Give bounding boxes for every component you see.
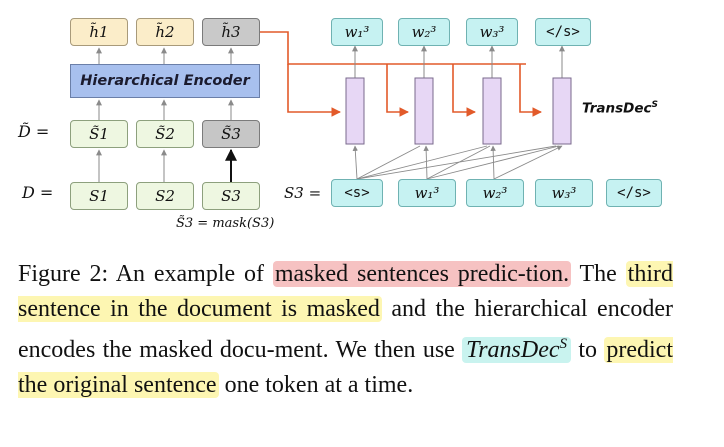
figure-diagram: h̃1 h̃2 h̃3 Hierarchical Encoder D̃ = S̃… bbox=[18, 18, 662, 231]
s-3-box: S3 bbox=[202, 182, 260, 210]
s-1-box: S1 bbox=[70, 182, 128, 210]
decoder-block-1 bbox=[345, 77, 365, 145]
bottom-token-1: w₁³ bbox=[398, 179, 456, 207]
s-tilde-3-box: S̃3 bbox=[202, 120, 260, 148]
bottom-token-bos: <s> bbox=[331, 179, 383, 207]
caption-text-1: The bbox=[571, 261, 626, 287]
s-tilde-1-box: S̃1 bbox=[70, 120, 128, 148]
caption-text-4: one token at a time. bbox=[218, 372, 414, 398]
diagram-arrows bbox=[96, 31, 572, 182]
figure-caption: Figure 2: An example of masked sentences… bbox=[18, 257, 673, 403]
transdec-text: TransDec bbox=[582, 100, 652, 117]
top-token-3: w₃³ bbox=[466, 18, 518, 46]
bottom-token-eos: </s> bbox=[606, 179, 662, 207]
s-2-box: S2 bbox=[136, 182, 194, 210]
top-token-1: w₁³ bbox=[331, 18, 383, 46]
decoder-block-4 bbox=[552, 77, 572, 145]
transdec-label: TransDecS bbox=[582, 100, 658, 117]
top-token-2: w₂³ bbox=[398, 18, 450, 46]
bottom-token-3: w₃³ bbox=[535, 179, 593, 207]
s3-label: S3 = bbox=[284, 184, 322, 202]
caption-prefix: Figure 2: An example of bbox=[18, 261, 273, 287]
d-tilde-label: D̃ = bbox=[18, 122, 50, 141]
decoder-block-2 bbox=[414, 77, 434, 145]
mask-note: S̃3 = mask(S3) bbox=[176, 216, 275, 231]
caption-text-3: to bbox=[571, 337, 605, 363]
bottom-token-2: w₂³ bbox=[466, 179, 524, 207]
highlight-transdec-sup: S bbox=[559, 336, 568, 352]
highlight-masked-sentences: masked sentences predic-tion. bbox=[272, 261, 572, 287]
d-label: D = bbox=[22, 183, 54, 202]
decoder-block-3 bbox=[482, 77, 502, 145]
transdec-sup: S bbox=[651, 100, 658, 110]
hierarchical-encoder: Hierarchical Encoder bbox=[70, 64, 260, 98]
highlight-transdec: TransDecS bbox=[462, 336, 572, 363]
highlight-transdec-text: TransDec bbox=[466, 337, 560, 363]
caption-text-2: and the hierarchical encoder encodes the… bbox=[18, 296, 673, 363]
top-token-eos: </s> bbox=[535, 18, 591, 46]
h-tilde-2-box: h̃2 bbox=[136, 18, 194, 46]
s-tilde-2-box: S̃2 bbox=[136, 120, 194, 148]
h-tilde-3-box: h̃3 bbox=[202, 18, 260, 46]
h-tilde-1-box: h̃1 bbox=[70, 18, 128, 46]
